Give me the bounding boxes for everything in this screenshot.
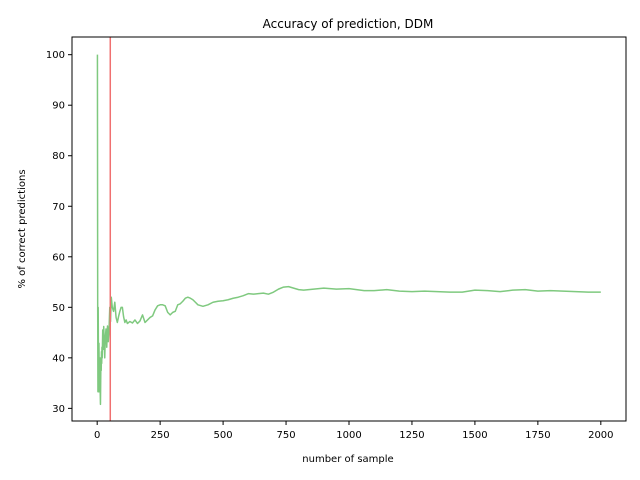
axes-frame [71, 36, 627, 422]
series-line-0 [96, 54, 601, 406]
y-axis-label: % of correct predictions [17, 169, 28, 288]
x-tick-label: 1750 [525, 430, 550, 441]
x-tick-label: 1000 [336, 430, 361, 441]
x-axis-label: number of sample [302, 454, 393, 465]
x-tick-label: 2000 [588, 430, 613, 441]
y-tick-label: 80 [52, 151, 65, 162]
x-tick-label: 250 [151, 430, 170, 441]
x-tick-label: 1250 [399, 430, 424, 441]
x-tick-label: 750 [276, 430, 295, 441]
x-tick-label: 0 [94, 430, 100, 441]
x-axis: 0 250 500 750 1000 1250 1500 1750 2000 [94, 421, 614, 441]
chart-title: Accuracy of prediction, DDM [263, 17, 434, 31]
y-tick-label: 50 [52, 303, 65, 314]
y-tick-label: 40 [52, 353, 65, 364]
x-tick-label: 500 [214, 430, 233, 441]
x-tick-label: 1500 [462, 430, 487, 441]
y-tick-label: 90 [52, 101, 65, 112]
y-axis: 30 40 50 60 70 80 90 100 [46, 50, 72, 415]
plot-area [96, 37, 601, 421]
y-tick-label: 60 [52, 252, 65, 263]
y-tick-label: 100 [46, 50, 65, 61]
y-tick-label: 70 [52, 202, 65, 213]
y-tick-label: 30 [52, 404, 65, 415]
